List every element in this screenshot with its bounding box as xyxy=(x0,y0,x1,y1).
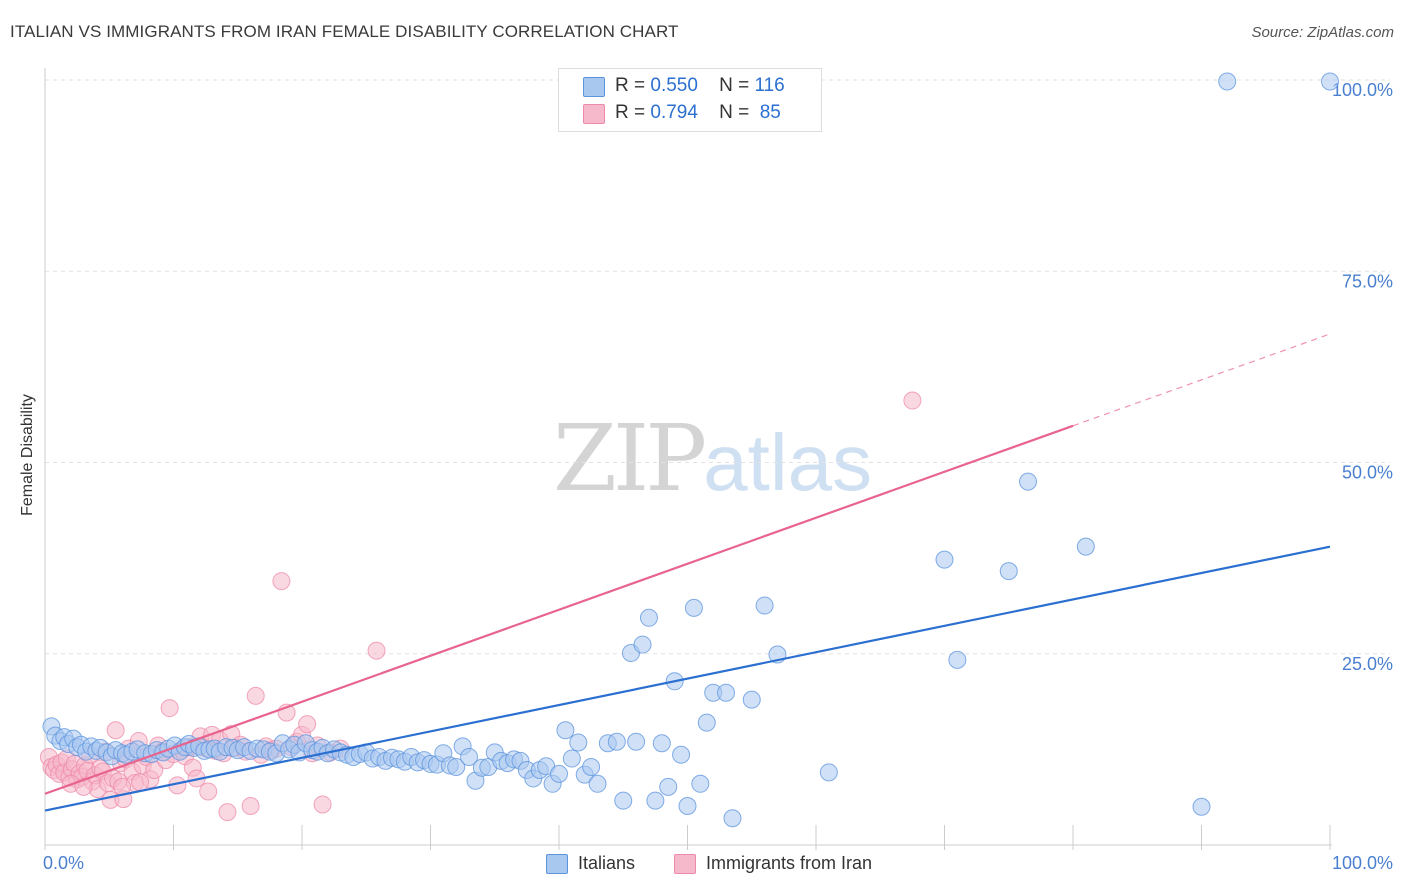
x-tick-label-min: 0.0% xyxy=(43,853,84,873)
point-italians xyxy=(460,748,479,767)
point-italians xyxy=(697,713,716,732)
grid-lines xyxy=(45,79,1390,655)
point-italians xyxy=(550,764,568,783)
series-italians-points xyxy=(42,72,1339,828)
point-italians xyxy=(633,635,652,654)
y-tick-label: 100.0% xyxy=(1332,80,1393,100)
point-italians xyxy=(639,608,658,627)
legend-n-label: N = xyxy=(719,75,750,96)
point-iran xyxy=(160,699,179,718)
point-italians xyxy=(1192,797,1211,816)
trend-line-italians xyxy=(44,545,1331,812)
point-iran xyxy=(218,803,237,822)
y-tick-label: 50.0% xyxy=(1342,463,1393,483)
chart-title: ITALIAN VS IMMIGRANTS FROM IRAN FEMALE D… xyxy=(10,22,679,41)
bottom-legend-label-italians: Italians xyxy=(578,853,636,873)
point-italians xyxy=(652,734,671,753)
point-iran xyxy=(199,782,218,801)
trend-extension-iran xyxy=(1072,333,1331,427)
point-italians xyxy=(1076,537,1095,556)
legend-text-iran: R = 0.794 N = 85 xyxy=(615,102,781,124)
trend-lines xyxy=(44,333,1331,812)
point-iran xyxy=(313,795,332,814)
point-italians xyxy=(691,774,710,793)
point-italians xyxy=(948,650,967,669)
point-italians xyxy=(1019,472,1038,491)
point-iran xyxy=(903,391,922,410)
point-iran xyxy=(298,715,317,734)
legend-r-value: 0.794 xyxy=(650,102,698,123)
point-italians xyxy=(819,763,838,782)
point-italians xyxy=(614,791,633,810)
point-italians xyxy=(678,796,697,815)
point-italians xyxy=(659,777,678,796)
legend-n-value: 116 xyxy=(754,75,785,96)
watermark-zip: ZIP xyxy=(553,405,707,512)
point-italians xyxy=(556,721,575,740)
point-iran xyxy=(131,773,150,792)
point-italians xyxy=(588,774,607,793)
legend-swatch-italians xyxy=(583,77,605,97)
point-italians xyxy=(672,745,691,764)
bottom-legend-swatch-italians xyxy=(546,854,568,874)
source-label: Source: ZipAtlas.com xyxy=(1251,24,1394,41)
legend-r-label: R = xyxy=(615,102,646,123)
bottom-legend-swatch-iran xyxy=(674,854,696,874)
point-italians xyxy=(582,757,601,776)
legend-swatch-iran xyxy=(583,104,605,124)
point-italians xyxy=(646,791,665,810)
point-italians xyxy=(447,757,466,776)
legend-r-label: R = xyxy=(615,75,646,96)
tick-labels: 25.0% 50.0% 75.0% 100.0% 0.0% 100.0% xyxy=(43,80,1393,873)
point-italians xyxy=(1321,72,1339,91)
point-italians xyxy=(999,562,1018,581)
point-italians xyxy=(562,749,581,768)
point-iran xyxy=(106,721,125,740)
watermark-atlas: atlas xyxy=(703,418,873,507)
point-italians xyxy=(742,690,761,709)
legend-n-value: 85 xyxy=(759,102,781,123)
x-tick-label-max: 100.0% xyxy=(1332,853,1393,873)
point-italians xyxy=(627,732,646,751)
legend-r-value: 0.550 xyxy=(650,75,698,96)
legend-n-label: N = xyxy=(719,102,750,123)
point-italians xyxy=(723,809,742,828)
point-italians xyxy=(1218,72,1237,91)
point-italians xyxy=(935,550,954,569)
y-tick-label: 75.0% xyxy=(1342,271,1393,291)
point-italians xyxy=(607,732,626,751)
point-italians xyxy=(684,598,703,617)
point-italians xyxy=(717,683,736,702)
point-iran xyxy=(272,572,291,591)
watermark: ZIPatlas xyxy=(553,405,872,512)
point-italians xyxy=(569,733,588,752)
point-iran xyxy=(246,686,265,705)
y-tick-label: 25.0% xyxy=(1342,654,1393,674)
trend-line-iran xyxy=(44,424,1074,795)
legend: R = 0.550 N = 116 R = 0.794 N = 85 xyxy=(558,68,822,132)
point-iran xyxy=(367,641,386,660)
point-italians xyxy=(755,596,774,615)
bottom-legend-label-iran: Immigrants from Iran xyxy=(706,853,873,873)
axes xyxy=(44,68,1332,850)
legend-text-italians: R = 0.550 N = 116 xyxy=(615,75,785,97)
point-iran xyxy=(241,796,260,815)
